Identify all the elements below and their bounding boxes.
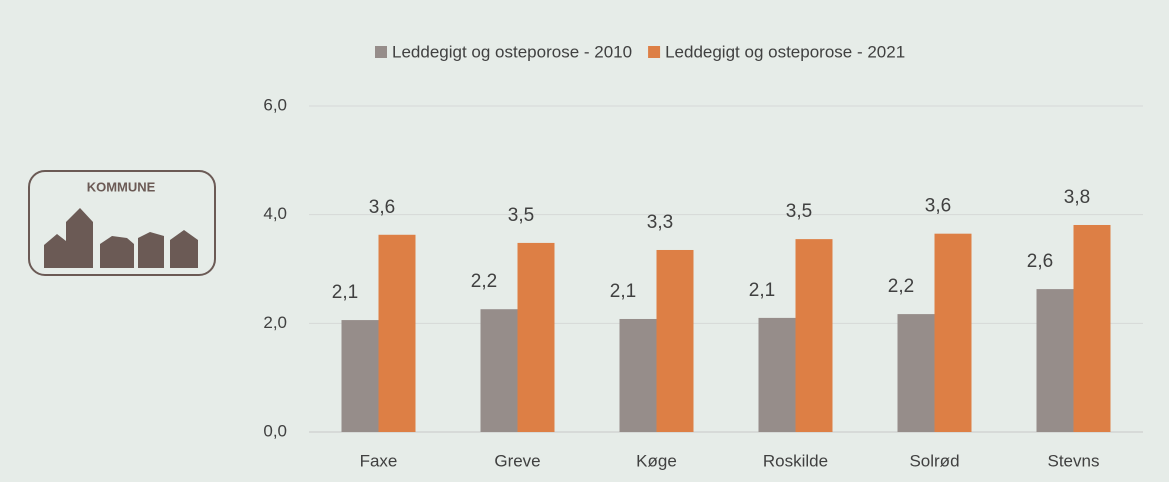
- x-tick-label: Roskilde: [763, 451, 828, 470]
- bar: [656, 249, 694, 432]
- bar: [1036, 289, 1074, 432]
- value-label: 2,2: [471, 271, 497, 292]
- logo-houses: [44, 208, 198, 268]
- x-tick-label: Faxe: [360, 451, 398, 470]
- value-label: 3,8: [1064, 187, 1090, 208]
- bar: [619, 318, 657, 432]
- x-tick-label: Solrød: [909, 451, 959, 470]
- value-label: 3,6: [369, 197, 395, 218]
- legend-swatch: [375, 46, 387, 58]
- bar: [1073, 224, 1111, 432]
- bar: [341, 320, 379, 432]
- bar: [378, 234, 416, 432]
- bar: [480, 309, 518, 432]
- value-label: 3,6: [925, 196, 951, 217]
- value-label: 2,6: [1027, 251, 1053, 272]
- legend-label: Leddegigt og osteporose - 2021: [665, 42, 905, 61]
- x-tick-label: Greve: [494, 451, 540, 470]
- value-label: 2,2: [888, 276, 914, 297]
- value-label: 2,1: [332, 282, 358, 303]
- x-tick-label: Stevns: [1048, 451, 1100, 470]
- y-tick-label: 2,0: [263, 313, 287, 332]
- value-label: 2,1: [610, 281, 636, 302]
- value-label: 3,5: [508, 205, 534, 226]
- bar: [758, 317, 796, 432]
- logo-text: KOMMUNE: [87, 179, 156, 194]
- value-label: 3,3: [647, 212, 673, 233]
- bar: [934, 233, 972, 432]
- y-tick-label: 4,0: [263, 204, 287, 223]
- y-tick-label: 0,0: [263, 421, 287, 440]
- legend-swatch: [648, 46, 661, 58]
- bar: [517, 242, 555, 432]
- bar: [795, 239, 833, 432]
- y-tick-label: 6,0: [263, 95, 287, 114]
- logo-frame: [28, 170, 216, 276]
- logo: KOMMUNE: [28, 170, 216, 276]
- x-tick-label: Køge: [636, 451, 677, 470]
- bar: [897, 314, 935, 432]
- value-label: 2,1: [749, 280, 775, 301]
- value-label: 3,5: [786, 201, 812, 222]
- legend-label: Leddegigt og osteporose - 2010: [392, 42, 632, 61]
